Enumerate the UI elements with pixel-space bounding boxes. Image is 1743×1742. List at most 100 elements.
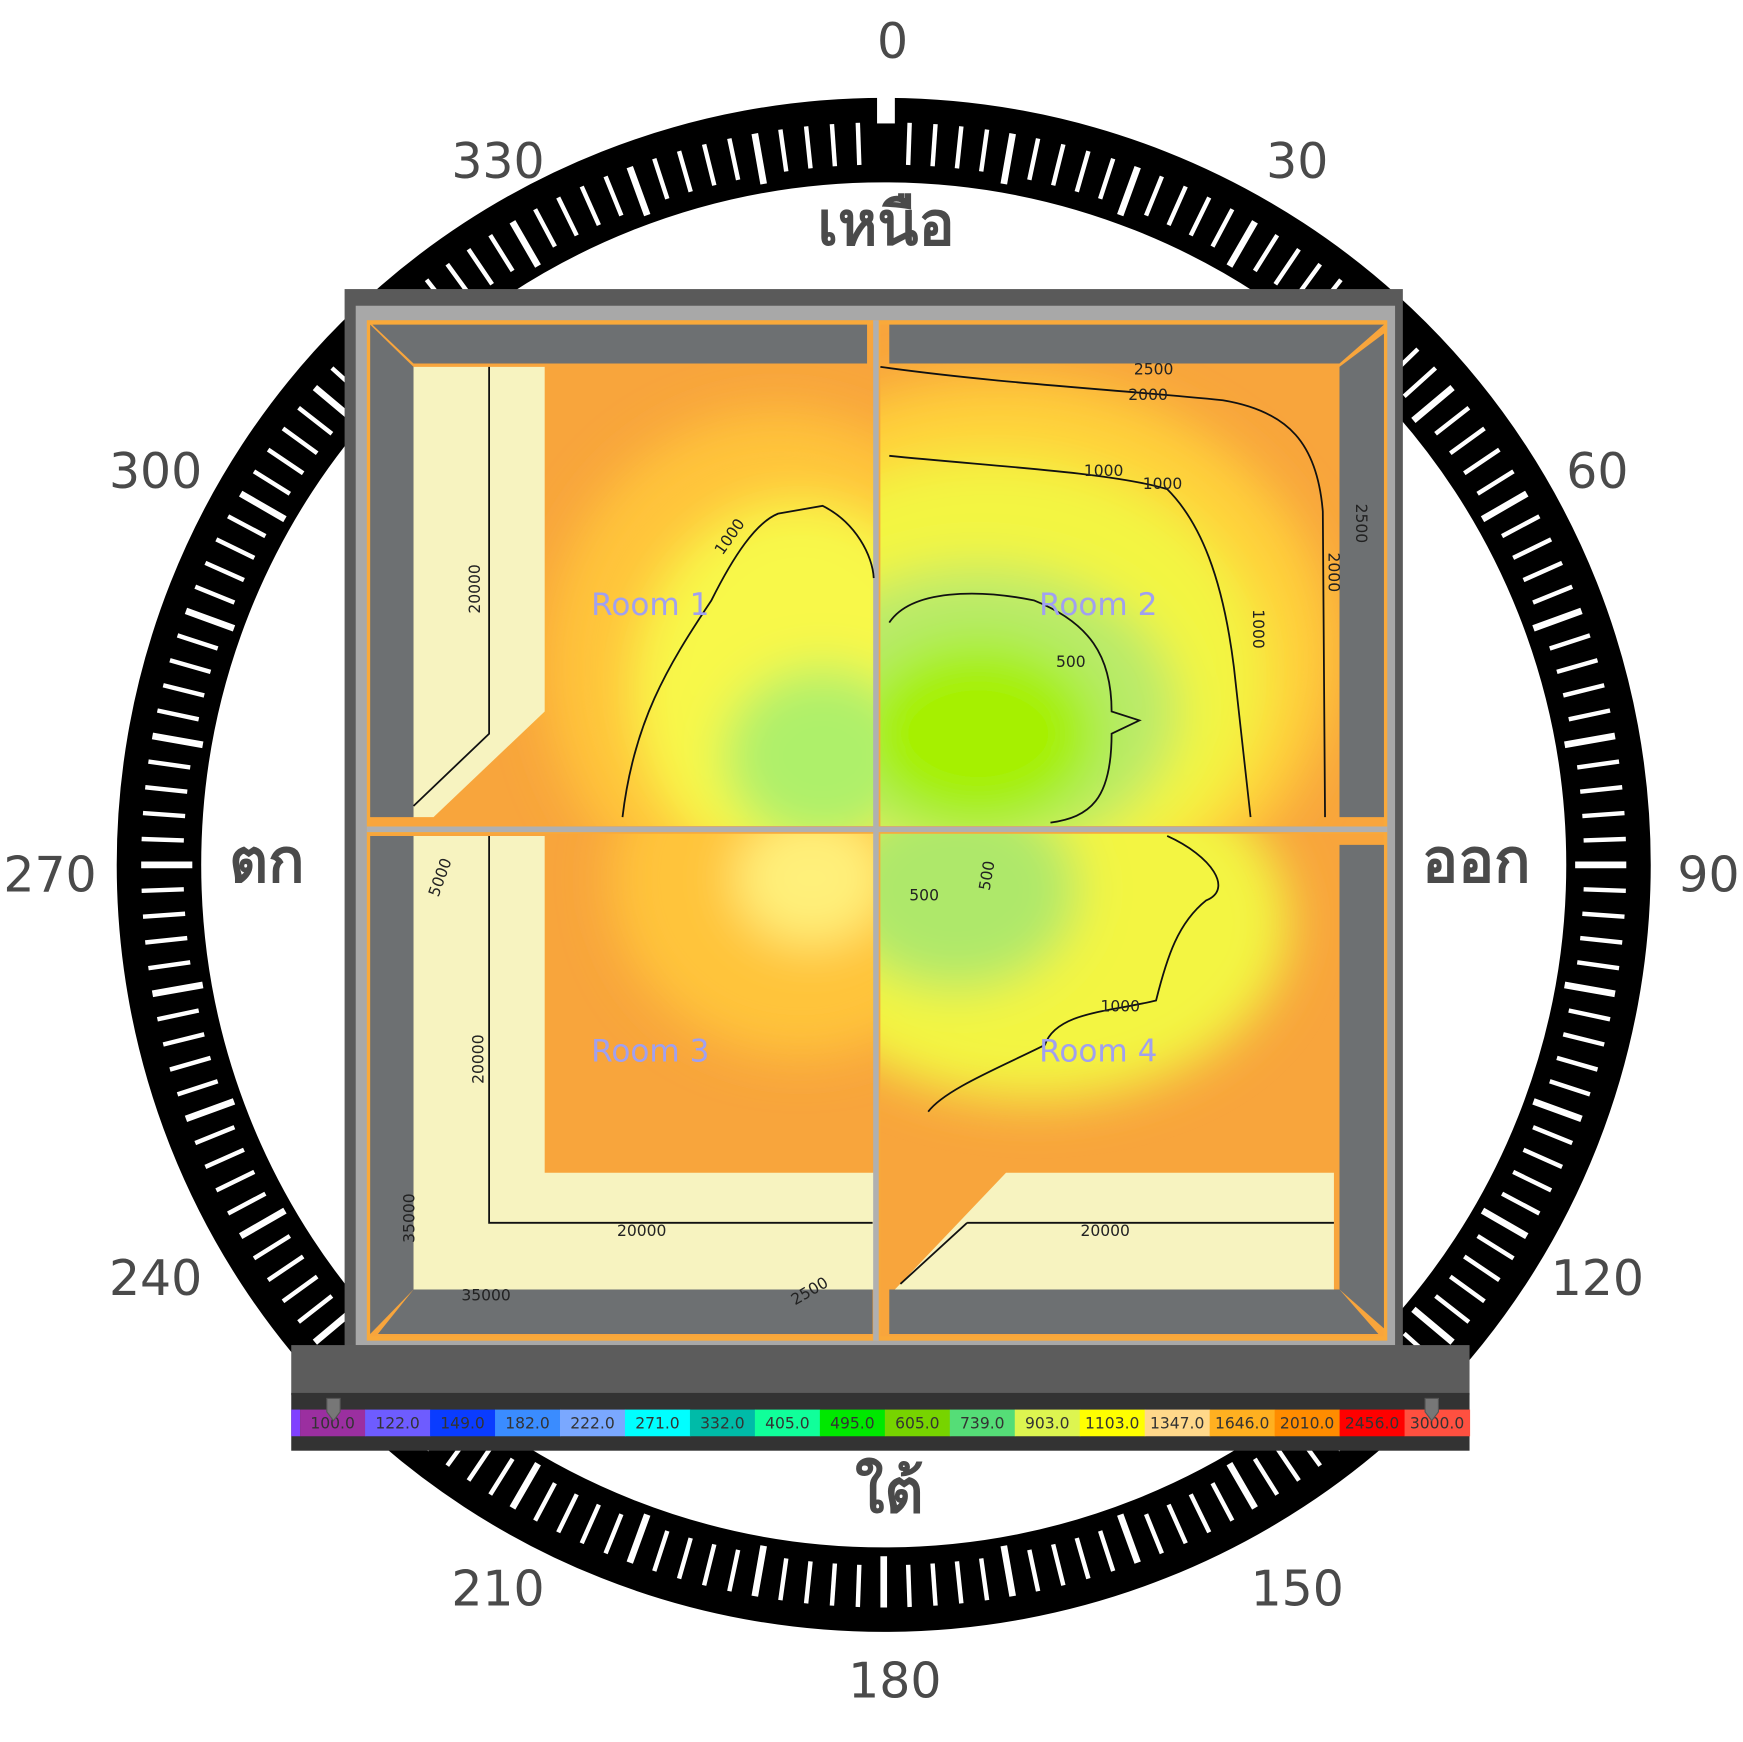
compass-tick — [1579, 785, 1623, 794]
compass-tick — [1210, 208, 1235, 248]
compass-tick — [204, 1147, 245, 1169]
compass-tick — [930, 1563, 938, 1606]
compass-tick — [1027, 1549, 1041, 1592]
legend-swatch — [1209, 1409, 1276, 1437]
compass-tick — [1463, 447, 1501, 476]
degree-label-60: 60 — [1566, 443, 1628, 500]
compass-tick — [238, 1207, 287, 1240]
compass-tick — [1549, 1079, 1591, 1097]
compass-tick — [1273, 1444, 1301, 1482]
legend-swatch — [624, 1409, 691, 1437]
compass-tick — [1000, 133, 1016, 185]
compass-tick — [1568, 1008, 1611, 1022]
legend-cell: 182.0 — [495, 1409, 561, 1437]
compass-tick — [930, 123, 938, 167]
contour-label: 2500 — [1352, 504, 1370, 544]
legend-cell: 271.0 — [624, 1409, 691, 1437]
legend-cell: 100.0 — [300, 1409, 366, 1437]
room-2-label: Room 2 — [1039, 587, 1157, 623]
legend-value: 222.0 — [570, 1415, 615, 1433]
contour-label: 1000 — [1249, 609, 1267, 649]
compass-tick — [151, 732, 204, 749]
legend-cell: 2010.0 — [1274, 1409, 1341, 1437]
compass-tick — [169, 658, 212, 674]
compass-tick — [1210, 1482, 1235, 1522]
compass-tick — [978, 129, 990, 172]
legend-cell: 605.0 — [884, 1409, 951, 1437]
legend-swatch — [754, 1409, 821, 1437]
compass-tick — [579, 185, 601, 227]
compass-tick — [266, 1254, 305, 1282]
legend-swatch — [560, 1409, 626, 1437]
compass-tick — [194, 1125, 236, 1146]
compass-tick — [803, 126, 813, 169]
compass-tick — [855, 122, 862, 166]
compass-tick — [676, 1537, 693, 1580]
compass-tick — [466, 1444, 494, 1482]
compass-tick — [905, 1564, 912, 1608]
compass-tick — [1564, 981, 1616, 998]
contour-label-group: 20000 1000 2500 2000 1000 1000 500 2500 … — [401, 361, 1371, 1309]
contour-label: 35000 — [461, 1287, 510, 1305]
compass-tick — [1166, 1503, 1188, 1545]
compass-tick — [215, 537, 256, 560]
legend-value: 1347.0 — [1150, 1415, 1204, 1433]
compass-tick — [509, 1462, 541, 1510]
legend-max-slider-handle[interactable] — [1424, 1397, 1439, 1422]
legend-underflow-cell — [291, 1409, 301, 1437]
contour-label: 2000 — [1128, 386, 1168, 404]
compass-tick — [829, 1563, 838, 1606]
compass-tick — [1501, 514, 1541, 539]
compass-tick — [1576, 759, 1620, 770]
walls — [370, 324, 1384, 1334]
compass-tick — [727, 138, 741, 181]
degree-label-90: 90 — [1677, 847, 1739, 904]
legend-cell: 222.0 — [560, 1409, 626, 1437]
compass-tick — [1568, 708, 1611, 722]
legend-value: 405.0 — [765, 1415, 810, 1433]
compass-tick — [1252, 1457, 1280, 1496]
compass-tick — [151, 981, 204, 998]
compass-tick — [556, 1493, 579, 1534]
degree-label-150: 150 — [1251, 1560, 1344, 1617]
compass-tick — [1098, 1530, 1116, 1572]
compass-tick — [227, 1191, 267, 1216]
legend-swatch — [949, 1409, 1016, 1437]
compass-tick — [556, 196, 579, 237]
legend-swatch — [430, 1409, 496, 1437]
compass-tick — [1564, 732, 1616, 749]
compass-tick — [751, 133, 767, 185]
legend-min-slider-handle[interactable] — [326, 1397, 341, 1422]
compass-tick — [1480, 1207, 1529, 1240]
compass-tick — [1562, 683, 1605, 698]
legend-value: 149.0 — [440, 1415, 485, 1433]
contour-label: 20000 — [470, 1034, 488, 1083]
compass-tick — [579, 1503, 601, 1545]
legend-value: 495.0 — [830, 1415, 875, 1433]
direction-south: ใต้ — [855, 1457, 923, 1527]
contour-label: 500 — [909, 886, 939, 904]
wall — [889, 1289, 1379, 1334]
degree-label-0: 0 — [877, 13, 908, 70]
legend-value: 605.0 — [895, 1415, 940, 1433]
compass-tick — [184, 607, 236, 632]
legend-value: 903.0 — [1025, 1415, 1070, 1433]
compass-tick — [1532, 607, 1583, 632]
compass-tick — [1144, 175, 1164, 217]
legend-swatch — [689, 1409, 756, 1437]
compass-tick — [1583, 836, 1626, 843]
compass-tick — [141, 887, 184, 894]
compass-tick — [1098, 157, 1116, 200]
legend-cell: 405.0 — [754, 1409, 821, 1437]
compass-tick — [488, 1457, 515, 1496]
compass-tick — [252, 469, 292, 496]
legend-cell: 2456.0 — [1339, 1409, 1406, 1437]
compass-tick — [509, 220, 541, 268]
legend-value: 739.0 — [960, 1415, 1005, 1433]
degree-label-180: 180 — [848, 1653, 941, 1710]
compass-tick — [701, 1543, 717, 1586]
room-1-heatmap — [370, 324, 874, 826]
compass-tick — [855, 1564, 862, 1608]
compass-tick — [1583, 887, 1626, 894]
compass-tick — [142, 810, 186, 819]
